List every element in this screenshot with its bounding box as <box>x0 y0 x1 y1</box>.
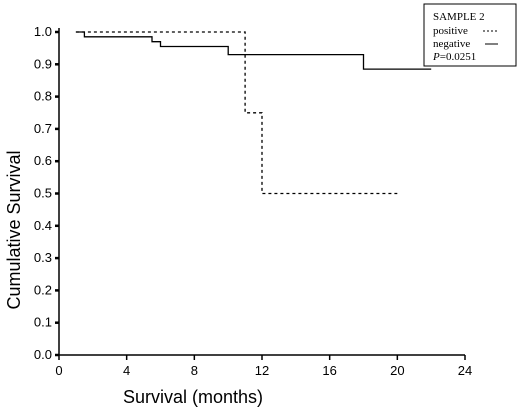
y-tick-label: 0.6 <box>34 153 52 168</box>
y-tick-label: 0.4 <box>34 218 52 233</box>
legend-box <box>423 3 517 67</box>
y-ticks: 0.0 0.1 0.2 0.3 0.4 0.5 0.6 0.7 0.8 0.9 1.0 <box>34 24 59 362</box>
y-tick-label: 1.0 <box>34 24 52 39</box>
legend: SAMPLE 2 positive negative P=0.0251 <box>423 3 517 67</box>
x-tick-label: 16 <box>322 363 336 378</box>
x-ticks: 0 4 8 12 16 20 24 <box>55 355 472 378</box>
x-tick-label: 4 <box>123 363 130 378</box>
y-tick-label: 0.2 <box>34 282 52 297</box>
legend-title: SAMPLE 2 <box>433 11 485 23</box>
y-tick-label: 0.5 <box>34 186 52 201</box>
legend-p-prefix: P <box>432 51 440 63</box>
y-tick-label: 0.0 <box>34 347 52 362</box>
series-line-negative <box>75 31 432 70</box>
legend-p-value: P=0.0251 <box>432 51 476 63</box>
series-layer <box>75 31 432 195</box>
legend-negative-label: negative <box>433 38 470 50</box>
y-tick-label: 0.3 <box>34 250 52 265</box>
y-tick-label: 0.7 <box>34 121 52 136</box>
x-axis-title: Survival (months) <box>123 387 263 407</box>
x-tick-label: 8 <box>191 363 198 378</box>
y-axis-title: Cumulative Survival <box>4 150 24 309</box>
x-tick-label: 0 <box>55 363 62 378</box>
series-line-positive <box>75 31 398 195</box>
legend-positive-label: positive <box>433 25 468 37</box>
x-tick-label: 20 <box>390 363 404 378</box>
axes <box>58 28 465 356</box>
legend-p-suffix: =0.0251 <box>440 51 476 63</box>
y-tick-label: 0.8 <box>34 89 52 104</box>
y-tick-label: 0.9 <box>34 56 52 71</box>
x-tick-label: 12 <box>255 363 269 378</box>
x-tick-label: 24 <box>458 363 472 378</box>
y-tick-label: 0.1 <box>34 315 52 330</box>
